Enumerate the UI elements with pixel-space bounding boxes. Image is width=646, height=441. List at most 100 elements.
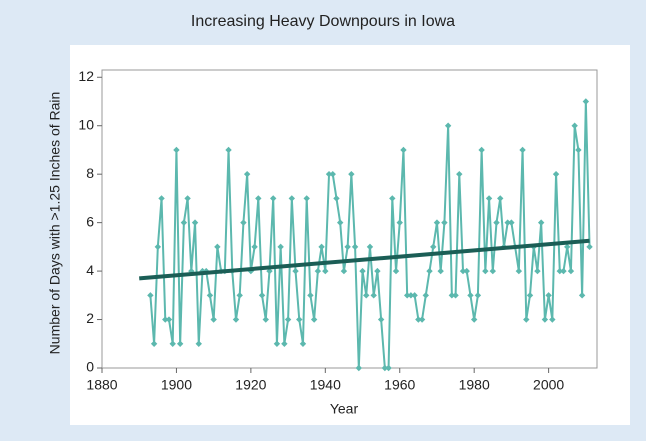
- data-point: [422, 292, 429, 299]
- data-point: [430, 243, 437, 251]
- data-point: [310, 316, 318, 323]
- data-point: [363, 292, 370, 299]
- data-point: [541, 316, 549, 323]
- y-tick-label: 6: [86, 213, 94, 229]
- data-point: [251, 243, 258, 251]
- data-point: [284, 316, 292, 323]
- data-point: [437, 267, 444, 275]
- y-tick-label: 0: [86, 359, 94, 375]
- data-point: [377, 316, 385, 323]
- data-point: [173, 146, 180, 154]
- data-point: [456, 170, 463, 178]
- data-point: [403, 292, 411, 299]
- data-point: [433, 219, 441, 226]
- data-point: [344, 243, 351, 251]
- x-tick-label: 1880: [86, 377, 117, 393]
- x-tick-label: 1980: [459, 377, 490, 393]
- x-tick-label: 1960: [384, 377, 415, 393]
- data-point: [400, 146, 407, 154]
- data-point: [273, 340, 281, 347]
- trend-line: [139, 238, 590, 281]
- data-point: [396, 219, 403, 226]
- y-tick-label: 12: [78, 68, 94, 84]
- data-point: [407, 292, 415, 299]
- data-point: [314, 267, 322, 275]
- data-point: [348, 170, 355, 178]
- data-point: [296, 316, 303, 323]
- data-point: [470, 316, 478, 323]
- data-point: [459, 267, 467, 275]
- data-point: [262, 316, 269, 323]
- data-point: [545, 292, 552, 299]
- data-point: [355, 364, 363, 372]
- x-tick-label: 1920: [235, 377, 266, 393]
- data-point: [556, 267, 563, 275]
- data-point: [474, 292, 482, 299]
- data-point: [575, 146, 582, 154]
- data-point: [165, 316, 173, 323]
- data-point: [340, 267, 348, 275]
- data-point: [158, 195, 165, 202]
- y-tick-label: 4: [86, 262, 94, 278]
- data-point: [385, 364, 392, 372]
- data-point: [467, 292, 474, 299]
- data-point: [515, 267, 523, 275]
- data-point: [552, 170, 560, 178]
- data-point: [537, 219, 545, 226]
- data-point: [519, 146, 526, 154]
- data-point: [567, 267, 575, 275]
- data-point: [549, 316, 556, 323]
- data-point: [523, 316, 530, 323]
- data-point: [582, 98, 590, 105]
- data-point: [277, 243, 284, 251]
- y-tick-label: 8: [86, 165, 94, 181]
- data-point: [303, 195, 310, 202]
- data-point: [411, 292, 418, 299]
- data-point: [497, 195, 504, 202]
- data-point: [150, 340, 158, 347]
- data-point: [426, 267, 433, 275]
- data-point: [370, 292, 377, 299]
- data-point: [504, 219, 511, 226]
- data-point: [578, 292, 586, 299]
- data-point: [191, 219, 199, 226]
- data-point: [258, 292, 266, 299]
- data-point: [225, 146, 232, 154]
- data-point: [389, 195, 396, 202]
- data-point: [299, 340, 307, 347]
- data-point: [169, 340, 176, 347]
- data-point: [485, 195, 493, 202]
- data-point: [586, 243, 593, 251]
- data-point: [232, 316, 240, 323]
- data-point: [176, 340, 184, 347]
- data-point: [270, 195, 277, 202]
- data-point: [281, 340, 288, 347]
- data-point: [325, 170, 333, 178]
- data-point: [564, 243, 571, 251]
- data-point: [162, 316, 169, 323]
- data-point: [318, 243, 325, 251]
- data-point: [180, 219, 188, 226]
- x-tick-label: 2000: [533, 377, 564, 393]
- data-point: [366, 243, 374, 251]
- data-point: [255, 195, 262, 202]
- data-point: [482, 267, 489, 275]
- data-point: [307, 292, 314, 299]
- data-point: [147, 292, 154, 299]
- data-point: [240, 219, 247, 226]
- y-axis-label: Number of Days with >1.25 Inches of Rain: [47, 92, 63, 355]
- data-point: [478, 146, 485, 154]
- data-point: [452, 292, 459, 299]
- data-point: [418, 316, 426, 323]
- data-point: [322, 267, 329, 275]
- data-point: [534, 267, 541, 275]
- x-tick-label: 1900: [161, 377, 192, 393]
- data-point: [154, 243, 162, 251]
- data-point: [288, 195, 296, 202]
- data-point: [333, 195, 340, 202]
- data-point: [195, 340, 202, 347]
- data-point: [508, 219, 515, 226]
- data-point: [206, 292, 214, 299]
